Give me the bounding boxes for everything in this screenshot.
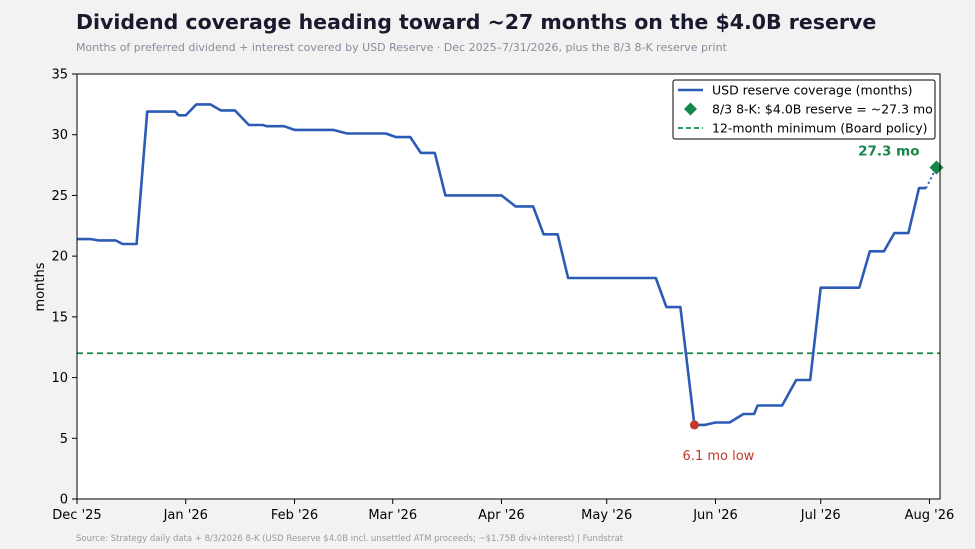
y-tick-label: 35 xyxy=(51,68,68,83)
y-axis-label: months xyxy=(33,262,48,311)
y-tick-label: 20 xyxy=(51,250,68,265)
legend-label-marker: 8/3 8-K: $4.0B reserve = ~27.3 mo xyxy=(712,102,933,117)
y-tick-label: 25 xyxy=(51,189,68,204)
x-tick-label: Mar '26 xyxy=(368,508,417,523)
x-tick-label: Jan '26 xyxy=(163,508,208,523)
y-tick-label: 15 xyxy=(51,310,68,325)
plot-area xyxy=(77,74,940,499)
x-tick-label: Aug '26 xyxy=(905,508,955,523)
y-tick-label: 30 xyxy=(51,128,68,143)
chart-subtitle: Months of preferred dividend + interest … xyxy=(76,41,727,54)
legend-swatch-marker xyxy=(684,102,697,116)
plot-frame xyxy=(76,73,941,500)
x-tick-label: Jun '26 xyxy=(692,508,738,523)
low-point-label: 6.1 mo low xyxy=(683,449,755,464)
y-tick-label: 10 xyxy=(51,371,68,386)
x-tick-label: Feb '26 xyxy=(271,508,318,523)
y-tick-label: 0 xyxy=(60,493,68,508)
source-note: Source: Strategy daily data + 8/3/2026 8… xyxy=(76,534,624,544)
reserve-8k-value-label: 27.3 mo xyxy=(858,144,919,160)
x-tick-label: May '26 xyxy=(581,508,632,523)
x-tick-label: Jul '26 xyxy=(800,508,841,523)
legend-label-series: USD reserve coverage (months) xyxy=(712,83,912,98)
chart-title: Dividend coverage heading toward ~27 mon… xyxy=(76,10,877,34)
legend-box xyxy=(672,79,936,140)
x-tick-label: Apr '26 xyxy=(478,508,525,523)
series-line-usd-reserve-coverage xyxy=(77,103,926,427)
x-tick-label: Dec '25 xyxy=(52,508,101,523)
marker-connector xyxy=(925,167,938,189)
y-tick-label: 5 xyxy=(60,432,68,447)
low-point-dot xyxy=(689,420,699,430)
legend-label-threshold: 12-month minimum (Board policy) xyxy=(712,121,928,136)
